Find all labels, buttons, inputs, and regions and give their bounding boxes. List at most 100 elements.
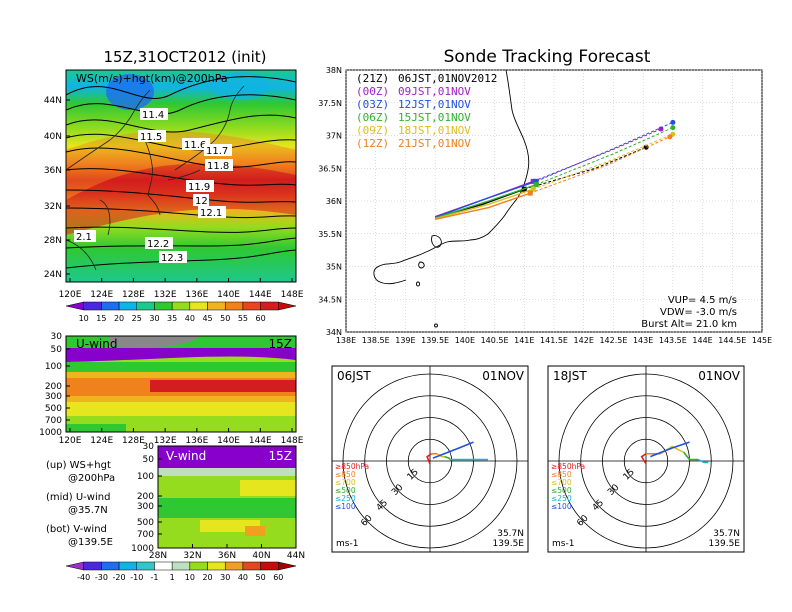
colorbar-tick: 40 (185, 314, 195, 323)
hodograph-trace (683, 451, 699, 461)
lat-tick-label: 40N (252, 551, 270, 561)
hodograph-trace (436, 453, 445, 458)
colorbar-swatch (118, 301, 138, 311)
contour-label-bg (145, 237, 173, 249)
tracking-lat-ticks: 38N 37.5N 37N 36.5N 36N 35.5N 35N 34.5N 34N (318, 66, 342, 337)
pressure-tick-label: 1000 (39, 428, 62, 438)
layer-legend: ≤250 (551, 494, 572, 503)
lon-tick-label: 144E (249, 290, 272, 300)
lon-tick-label: 141.5E (540, 336, 568, 345)
layer-legend: ≤850 (551, 470, 572, 479)
lat-tick-label: 34N (326, 328, 342, 337)
contour-label: 12.2 (147, 239, 169, 250)
upper-lon-ticks: 120E 124E 128E 132E 136E 140E 144E 148E (59, 278, 304, 300)
jet-core (66, 163, 296, 235)
colorbar-tick: 50 (220, 314, 230, 323)
colorbar-tick: -10 (130, 573, 143, 582)
pressure-tick-label: 200 (45, 382, 62, 392)
colorbar-swatch (118, 561, 138, 571)
lon-tick-label: 124E (90, 436, 113, 446)
info-line: VUP= 4.5 m/s (668, 295, 737, 306)
layer-legend: ≤700 (551, 478, 572, 487)
v-wind-label: V-wind (166, 449, 206, 463)
lat-tick-label: 44N (44, 96, 62, 106)
colorbar-swatch (171, 561, 191, 571)
lat-tick-label: 35.5N (318, 230, 342, 239)
lat-tick-label: 28N (44, 236, 62, 246)
u-wind-band (66, 402, 296, 416)
hodograph-trace (640, 453, 647, 465)
launch-time: 21JST,01NOV (398, 137, 471, 150)
lon-tick-label: 143.5E (659, 336, 687, 345)
colorbar-tick: 30 (149, 314, 159, 323)
lon-tick-label: 144.5E (718, 336, 746, 345)
layer-legend: ≤700 (335, 478, 356, 487)
contour-label: 11.9 (188, 182, 210, 193)
launch-time: 09JST,01NOV (398, 85, 471, 98)
track-descent (524, 146, 647, 190)
colorbar-tick: 20 (114, 314, 124, 323)
lat-tick-label: 37.5N (318, 99, 342, 108)
hodograph-date: 01NOV (698, 369, 740, 383)
track-descent (535, 127, 674, 186)
lat-tick-label: 36.5N (318, 164, 342, 173)
u-wind-band (66, 348, 296, 362)
landing-marker (670, 119, 676, 125)
contour-label: 2.1 (76, 232, 92, 243)
lon-tick-label: 140E (217, 290, 240, 300)
contour-label-bg (138, 130, 166, 142)
landing-marker (667, 134, 673, 140)
v-wind-band (158, 446, 296, 468)
tracking-title: Sonde Tracking Forecast (444, 47, 651, 67)
upper-map-frame (65, 69, 297, 283)
u-wind-label: U-wind (76, 337, 117, 351)
pressure-tick-label: 700 (137, 530, 154, 540)
lat-tick-label: 36N (218, 551, 236, 561)
lon-tick-label: 120E (59, 436, 82, 446)
units-label: ms-1 (552, 539, 574, 549)
launch-code: (06Z) (356, 111, 389, 124)
tracking-lon-ticks: 138E 138.5E 139E 139.5E 140E 140.5E 141E 141.5E… (336, 336, 772, 345)
burst-marker (533, 182, 539, 188)
lon-tick-label: 142.5E (599, 336, 627, 345)
u-wind-band (66, 424, 126, 432)
contour-label-bg (140, 108, 168, 120)
hodograph-time: 18JST (553, 369, 587, 383)
colorbar-tick: 60 (256, 314, 266, 323)
colorbar-tick: 20 (202, 573, 212, 582)
colorbar-swatch (242, 301, 261, 311)
launch-code: (12Z) (356, 137, 389, 150)
launch-time: 06JST,01NOV2012 (398, 72, 497, 85)
units-label: ms-1 (336, 539, 358, 549)
colorbar-tick: -1 (150, 573, 158, 582)
pressure-tick-label: 30 (51, 332, 63, 342)
track-ascent (434, 192, 531, 221)
contour-line (66, 94, 296, 115)
u-wind-band (150, 380, 296, 392)
coastline (418, 261, 425, 269)
pressure-tick-label: 100 (137, 472, 154, 482)
colorbar-tick: 10 (79, 314, 89, 323)
landing-marker (658, 126, 664, 132)
u-wind-frame (65, 335, 297, 433)
contour-label-bg (159, 251, 187, 263)
launch-code: (03Z) (356, 98, 389, 111)
coastline (66, 89, 151, 171)
lat-tick-label: 37N (326, 132, 342, 141)
track-ascent (434, 183, 537, 219)
jet-flank (66, 131, 296, 200)
colorbar-swatch (154, 301, 173, 311)
colorbar-tick: 40 (238, 573, 248, 582)
pressure-tick-label: 100 (45, 362, 62, 372)
lon-tick-label: 136E (185, 436, 208, 446)
legend-notes: (up) WS+hgt @200hPa (mid) U-wind @35.7N (bot… (46, 460, 115, 548)
contour-line (66, 237, 296, 249)
lon-tick-label: 132E (154, 436, 177, 446)
layer-legend: ≥850hPa (335, 462, 369, 471)
coastline (434, 323, 438, 328)
layer-legend: ≤500 (335, 486, 356, 495)
colorbar-tick: 15 (96, 314, 106, 323)
